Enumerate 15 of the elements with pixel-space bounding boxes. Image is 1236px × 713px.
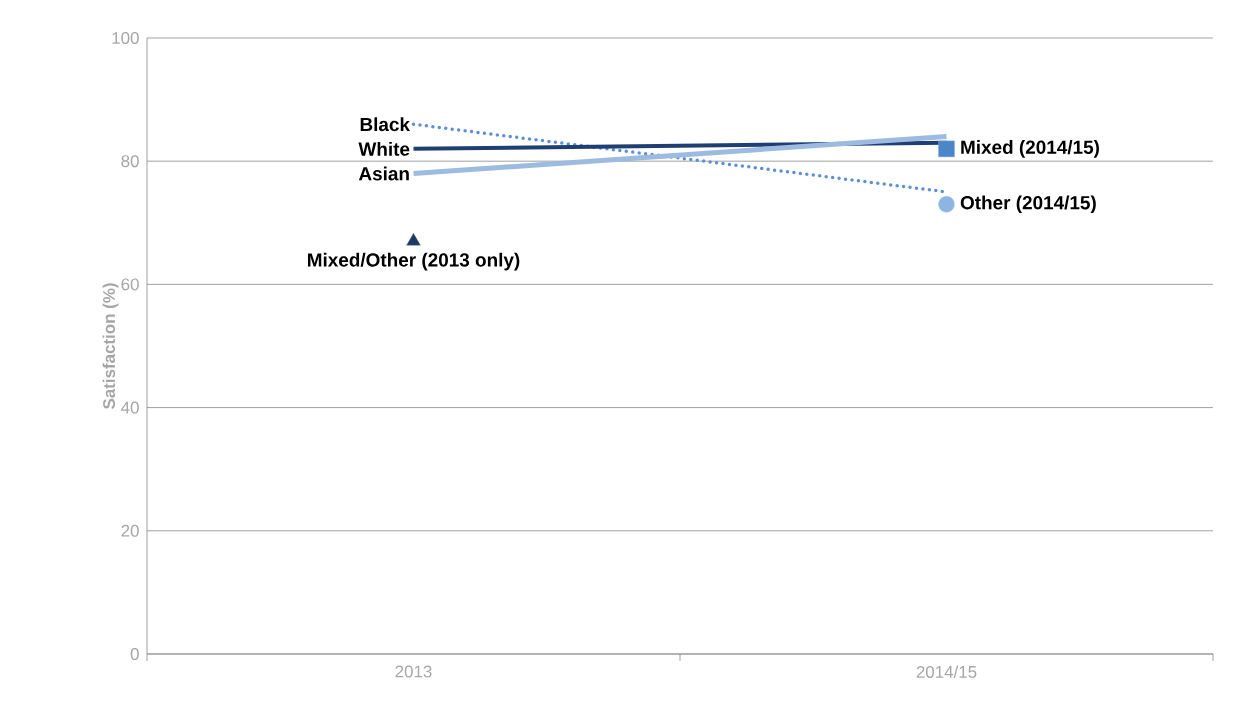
- series-label: Mixed (2014/15): [961, 140, 1099, 158]
- x-tick-label: 2014/15: [916, 665, 977, 678]
- series-label: Mixed/Other (2013 only): [308, 252, 520, 271]
- y-tick-label: 0: [130, 647, 139, 660]
- series-label: Black: [360, 117, 410, 132]
- y-tick-label: 100: [112, 31, 139, 44]
- series-label: Asian: [358, 166, 409, 181]
- y-tick-label: 20: [121, 524, 139, 537]
- series-label: White: [358, 141, 410, 156]
- y-axis-title: Satisfaction (%): [102, 283, 119, 410]
- y-tick-label: 80: [121, 155, 139, 168]
- y-tick-label: 60: [121, 278, 139, 291]
- y-tick-label: 40: [121, 401, 139, 414]
- series-label: Other (2014/15): [960, 195, 1096, 214]
- x-tick-label: 2013: [395, 665, 432, 678]
